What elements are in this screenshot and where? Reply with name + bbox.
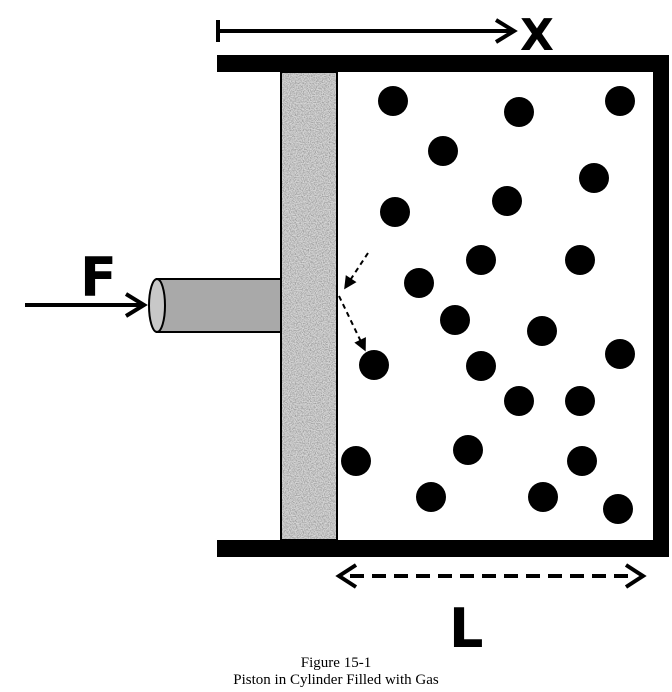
collision-path [338,252,369,352]
gas-molecule [466,351,496,381]
force-label: F [80,246,117,309]
length-label: L [449,597,483,660]
piston-rod [148,278,284,333]
piston [280,71,338,541]
gas-molecule [416,482,446,512]
cylinder-wall [217,55,669,557]
gas-molecules [341,86,635,524]
gas-molecule [527,316,557,346]
gas-molecule [378,86,408,116]
force-arrow [25,292,148,318]
gas-molecule [380,197,410,227]
gas-molecule [440,305,470,335]
gas-molecule [603,494,633,524]
gas-molecule [605,86,635,116]
gas-molecule [565,245,595,275]
gas-molecule [492,186,522,216]
gas-molecule [605,339,635,369]
gas-molecule [565,386,595,416]
gas-molecule [341,446,371,476]
x-displacement-arrow [216,18,518,44]
length-arrow [335,563,647,589]
figure-caption: Figure 15-1 Piston in Cylinder Filled wi… [0,655,672,689]
gas-molecule [359,350,389,380]
gas-molecule [528,482,558,512]
figure-title: Piston in Cylinder Filled with Gas [233,672,439,688]
gas-molecule [579,163,609,193]
x-label: X [520,10,554,61]
figure-number: Figure 15-1 [300,655,372,671]
gas-molecule [504,97,534,127]
gas-molecule [504,386,534,416]
gas-molecule [404,268,434,298]
gas-molecule [567,446,597,476]
gas-molecule [466,245,496,275]
gas-molecule [428,136,458,166]
gas-molecule [453,435,483,465]
